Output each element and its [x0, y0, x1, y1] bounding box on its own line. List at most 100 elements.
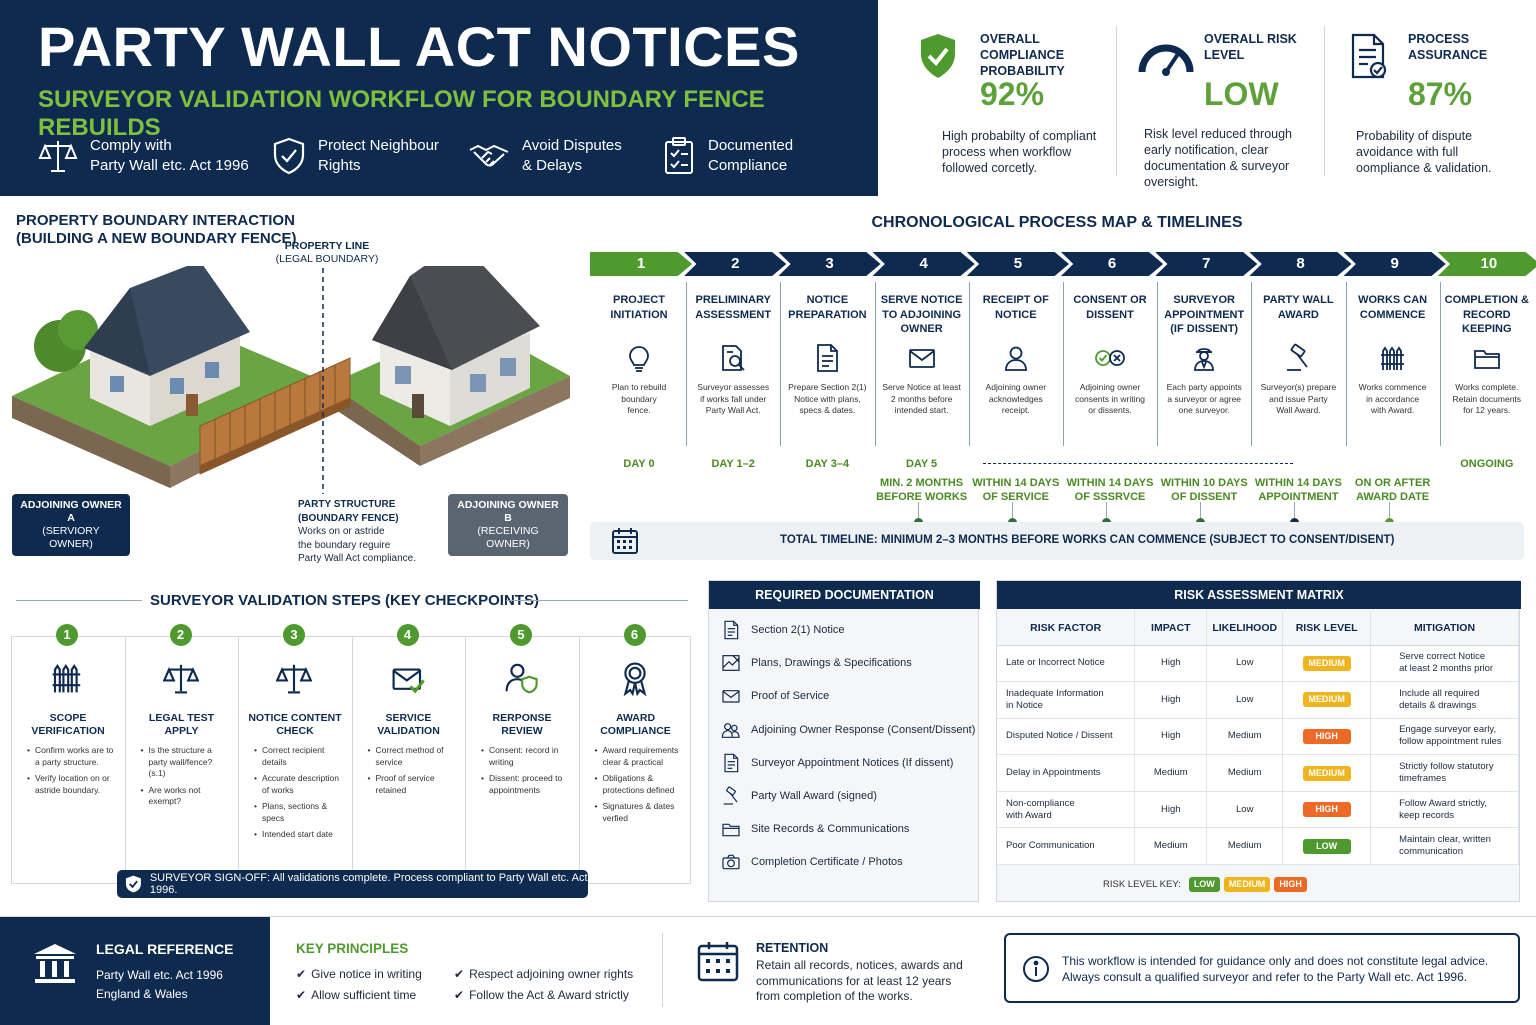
step-number-3: 3 [778, 252, 881, 276]
validation-check-item: Correct recipient details [254, 745, 344, 768]
documentation-item: Adjoining Owner Response (Consent/Dissen… [721, 719, 975, 741]
risk-impact: High [1134, 791, 1208, 829]
step-timeframe: ON OR AFTER AWARD DATE [1354, 477, 1431, 503]
risk-mitigation: Engage surveyor early, follow appointment… [1370, 718, 1519, 756]
validation-step-title: SCOPE VERIFICATION [31, 712, 105, 737]
risk-likelihood: Low [1206, 681, 1284, 719]
risk-row: Disputed Notice / Dissent High Medium HI… [997, 718, 1519, 756]
fence-icon [1380, 346, 1404, 370]
feature-documented: Documented Compliance [662, 136, 793, 176]
validation-check-item: Verify location on or astride boundary. [27, 773, 117, 796]
required-documentation-panel: REQUIRED DOCUMENTATION Section 2(1) Noti… [708, 580, 980, 902]
step-number-7: 7 [1155, 252, 1258, 276]
surveyor-icon [1194, 348, 1215, 371]
step-number-6: 6 [1061, 252, 1164, 276]
step-description: Prepare Section 2(1) Notice with plans, sp… [788, 382, 867, 415]
drawing-icon [722, 655, 740, 672]
envelope-icon [722, 690, 740, 703]
risk-level-badge: LOW [1302, 838, 1351, 854]
validation-check-item: Are works not exempt? [141, 785, 231, 808]
fence-icon [52, 664, 81, 693]
folder-icon [722, 823, 740, 837]
footer: LEGAL REFERENCE Party Wall etc. Act 1996… [0, 916, 1536, 1025]
document-icon [724, 620, 739, 640]
step-timeframe: WITHIN 14 DAYS OF SSSRVCE [1066, 477, 1154, 503]
check-icon: ✔ [454, 967, 465, 981]
step-number-10: 10 [1437, 252, 1536, 276]
validation-check-item: Accurate description of works [254, 773, 344, 796]
risk-impact: High [1134, 718, 1208, 756]
person-shield-icon [505, 663, 538, 694]
info-icon [1023, 956, 1049, 982]
validation-step-number: 5 [510, 624, 532, 646]
step-title: PROJECT INITIATION [610, 294, 668, 321]
risk-level-badge: MEDIUM [1302, 692, 1351, 708]
documentation-item: Surveyor Appointment Notices (If dissent… [721, 752, 953, 774]
risk-mitigation: Include all required details & drawings [1370, 681, 1519, 719]
metric-value: 87% [1408, 76, 1473, 112]
principle-item: ✔ Allow sufficient time [296, 988, 417, 1002]
validation-step-number: 1 [56, 624, 78, 646]
surveyor-signoff-banner: SURVEYOR SIGN-OFF: All validations compl… [117, 870, 588, 898]
step-number-1: 1 [590, 252, 693, 276]
boundary-section: PROPERTY BOUNDARY INTERACTION (BUILDING A… [0, 196, 578, 580]
documentation-item: Site Records & Communications [721, 818, 909, 840]
col-mitigation: MITIGATION [1370, 611, 1519, 646]
risk-impact: Medium [1134, 754, 1208, 792]
risk-factor: Non-compliance with Award [997, 791, 1136, 829]
step-description: Works complete. Retain documents for 12 ye… [1452, 382, 1522, 415]
step-day: DAY 1–2 [711, 458, 755, 470]
step-description: Surveyor assesses if works fall under Part… [697, 382, 770, 415]
risk-likelihood: Medium [1206, 754, 1284, 792]
metric-risk: OVERALL RISK LEVEL LOW Risk level reduced… [1118, 0, 1324, 196]
validation-step-title: SERVICE VALIDATION [377, 712, 440, 737]
validation-step-title: AWARD COMPLIANCE [600, 712, 671, 737]
documentation-item: Plans, Drawings & Specifications [721, 652, 912, 674]
calendar-icon [697, 942, 739, 982]
check-icon: ✔ [296, 967, 307, 981]
step-number-9: 9 [1343, 252, 1446, 276]
principle-item: ✔ Give notice in writing [296, 967, 422, 981]
step-day: DAY 5 [905, 458, 938, 470]
risk-row: Non-compliance with Award High Low HIGH F… [997, 791, 1519, 829]
step-day: DAY 0 [623, 458, 655, 470]
validation-check-item: Consent: record in writing [481, 745, 571, 768]
validation-check-item: Obligations & protections defined [595, 773, 685, 796]
risk-title: RISK ASSESSMENT MATRIX [997, 581, 1521, 609]
col-risk-level: RISK LEVEL [1282, 611, 1372, 646]
validation-step-number: 2 [169, 624, 192, 646]
key-principles-title: KEY PRINCIPLES [296, 941, 409, 956]
feature-protect: Protect Neighbour Rights [272, 136, 439, 176]
shield-check-icon [125, 875, 141, 893]
step-timeframe: MIN. 2 MONTHS BEFORE WORKS [876, 477, 968, 503]
step-title: SERVE NOTICE TO ADJOINING OWNER [880, 294, 963, 335]
validation-check-item: Signatures & dates verfied [595, 801, 685, 824]
documentation-item: Party Wall Award (signed) [721, 785, 877, 807]
shield-check-icon [273, 137, 305, 175]
risk-impact: High [1134, 645, 1208, 683]
step-number-4: 4 [872, 252, 975, 276]
risk-factor: Inadequate Information in Notice [997, 681, 1136, 719]
step-number-5: 5 [966, 252, 1069, 276]
metrics-panel: OVERALL COMPLIANCE PROBABILITY 92% High p… [878, 0, 1536, 196]
step-description: Plan to rebuild boundary fence. [611, 382, 667, 415]
validation-section: SURVEYOR VALIDATION STEPS (KEY CHECKPOIN… [0, 580, 700, 916]
validation-check-item: Award requirements clear & practical [595, 745, 685, 768]
risk-row: Late or Incorrect Notice High Low MEDIUM… [997, 645, 1519, 683]
col-likelihood: LIKELIHOOD [1206, 611, 1284, 646]
step-description: Serve Notice at least 2 months before inte… [882, 382, 961, 415]
risk-mitigation: Serve correct Notice at least 2 months pr… [1370, 645, 1519, 683]
documentation-item: Proof of Service [721, 685, 829, 707]
risk-factor: Disputed Notice / Dissent [997, 718, 1136, 756]
step-description: Adjoining owner consents in writing or dis… [1075, 382, 1145, 415]
validation-step-number: 6 [623, 624, 646, 646]
metric-value: 92% [980, 76, 1045, 112]
envelope-icon [908, 349, 935, 368]
validation-check-item: Correct method of service [368, 745, 458, 768]
validation-check-item: Dissent: proceed to appointments [481, 773, 571, 796]
page-title: PARTY WALL ACT NOTICES [38, 15, 800, 78]
risk-matrix-panel: RISK ASSESSMENT MATRIX RISK FACTOR IMPAC… [996, 580, 1521, 902]
owner-b-label: ADJOINING OWNER B (RECEIVING OWNER) [448, 494, 568, 556]
check-cross-icon [1095, 350, 1125, 366]
col-impact: IMPACT [1134, 611, 1208, 646]
